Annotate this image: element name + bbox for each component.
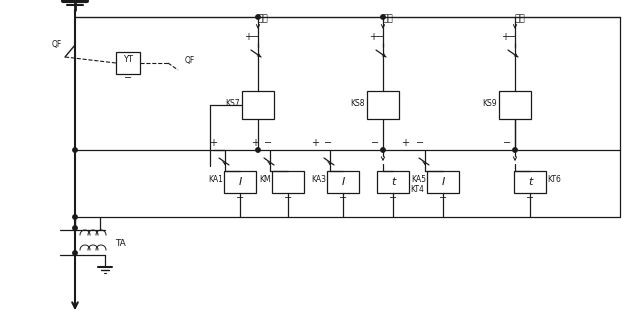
Text: −: − [376,32,384,42]
Bar [367,91,399,119]
Text: KA5: KA5 [411,176,426,185]
Text: +: + [209,138,217,148]
Text: 信号: 信号 [515,15,525,23]
Text: +: + [244,32,252,42]
Text: YT: YT [123,56,133,64]
Text: KS9: KS9 [483,98,497,108]
Text: −: − [124,73,132,83]
Text: −: − [416,138,424,148]
Text: KA1: KA1 [208,176,223,185]
Text: −: − [264,138,272,148]
Bar [327,171,359,193]
Text: −: − [371,138,379,148]
Circle shape [381,15,385,19]
Bar [116,52,140,74]
Bar [377,171,409,193]
Text: QF: QF [52,41,62,49]
Text: −: − [503,138,511,148]
Bar [242,91,274,119]
Text: I: I [341,177,344,187]
Circle shape [513,148,517,152]
Text: I: I [442,177,445,187]
Text: −: − [439,193,447,203]
Text: +: + [401,138,409,148]
Text: −: − [251,32,259,42]
Text: t: t [528,177,532,187]
Text: 信号: 信号 [383,15,394,23]
Text: −: − [389,193,397,203]
Circle shape [73,215,77,219]
Text: KT4: KT4 [410,186,424,194]
Text: t: t [391,177,395,187]
Text: −: − [526,193,534,203]
Circle shape [73,251,77,255]
Text: +: + [369,32,377,42]
Bar [427,171,459,193]
Text: KT6: KT6 [547,176,561,185]
Circle shape [381,148,385,152]
Text: −: − [339,193,347,203]
Circle shape [73,226,77,230]
Text: 信号: 信号 [258,15,268,23]
Circle shape [73,148,77,152]
Text: −: − [284,193,292,203]
Bar [514,171,546,193]
Text: QF: QF [185,57,195,66]
Text: −: − [324,138,332,148]
Bar [272,171,304,193]
Text: +: + [501,32,509,42]
Text: TA: TA [115,239,125,248]
Bar [499,91,531,119]
Text: +: + [311,138,319,148]
Text: KS7: KS7 [225,98,240,108]
Circle shape [256,148,260,152]
Text: KM: KM [259,176,271,185]
Circle shape [256,15,260,19]
Bar [224,171,256,193]
Text: I: I [238,177,242,187]
Text: +: + [251,138,259,148]
Text: KS8: KS8 [351,98,365,108]
Text: KA3: KA3 [311,176,326,185]
Text: −: − [236,193,244,203]
Text: −: − [508,32,516,42]
